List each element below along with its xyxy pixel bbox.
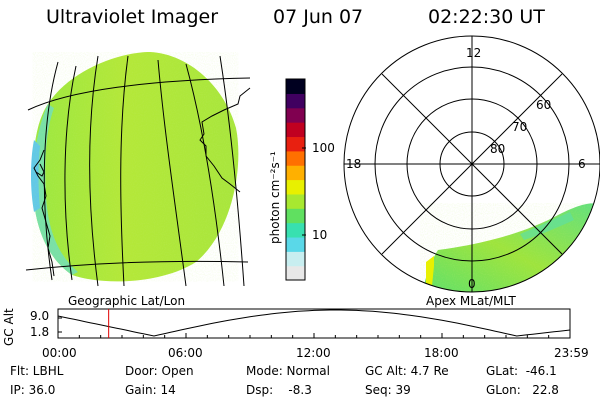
lat-60-label: 60 bbox=[536, 98, 552, 112]
lat-80-label: 80 bbox=[490, 142, 506, 156]
colorbar-cell bbox=[286, 179, 305, 195]
timeline-y-high: 9.0 bbox=[30, 309, 50, 323]
gc-alt-value: GC Alt: 4.7 Re bbox=[365, 364, 449, 378]
gain-value: Gain: 14 bbox=[125, 383, 176, 397]
auroral-oval bbox=[420, 203, 600, 292]
timeline-y-low: 1.8 bbox=[30, 325, 50, 339]
time-tick-1800: 18:00 bbox=[424, 346, 459, 360]
colorbar-cell bbox=[286, 236, 305, 252]
timeline-ylabel: GC Alt bbox=[2, 308, 16, 346]
time-tick-1200: 12:00 bbox=[296, 346, 331, 360]
filter-value: Flt: LBHL bbox=[10, 364, 64, 378]
instrument-title: Ultraviolet Imager bbox=[46, 6, 219, 28]
colorbar-cell bbox=[286, 251, 305, 267]
colorbar-cell bbox=[286, 150, 305, 166]
colorbar-cell bbox=[286, 193, 305, 209]
ip-value: IP: 36.0 bbox=[10, 383, 56, 397]
sequence-value: Seq: 39 bbox=[365, 383, 411, 397]
glon-value: GLon: 22.8 bbox=[486, 383, 559, 397]
colorbar-cell bbox=[286, 107, 305, 123]
colorbar-tick-10: 10 bbox=[312, 228, 328, 242]
colorbar bbox=[285, 78, 306, 281]
mlt-0-label: 0 bbox=[468, 277, 476, 291]
mlt-12-label: 12 bbox=[466, 46, 482, 60]
colorbar-cell bbox=[286, 208, 305, 224]
apex-caption: Apex MLat/MLT bbox=[426, 294, 516, 308]
colorbar-cell bbox=[286, 79, 305, 94]
geographic-caption: Geographic Lat/Lon bbox=[68, 294, 186, 308]
door-value: Door: Open bbox=[125, 364, 194, 378]
colorbar-tick-100: 100 bbox=[312, 141, 335, 155]
colorbar-cell bbox=[286, 136, 305, 152]
time-tick-0600: 06:00 bbox=[168, 346, 203, 360]
geographic-image bbox=[25, 52, 251, 287]
altitude-timeline bbox=[57, 308, 571, 339]
colorbar-cell bbox=[286, 165, 305, 181]
mode-value: Mode: Normal bbox=[246, 364, 330, 378]
colorbar-cell bbox=[286, 265, 305, 281]
mlt-6-label: 6 bbox=[578, 157, 586, 171]
colorbar-units: photon cm⁻²s⁻¹ bbox=[268, 151, 282, 244]
meridian-lines bbox=[25, 55, 251, 287]
mlt-18-label: 18 bbox=[346, 157, 362, 171]
time-tick-2359: 23:59 bbox=[554, 346, 589, 360]
disc-texture bbox=[32, 52, 239, 282]
colorbar-cell bbox=[286, 122, 305, 138]
coastline bbox=[33, 87, 251, 277]
observation-time: 02:22:30 UT bbox=[428, 6, 545, 28]
colorbar-cell bbox=[286, 222, 305, 238]
altitude-curve bbox=[57, 309, 571, 337]
polar-dial bbox=[343, 35, 600, 293]
colorbar-cell bbox=[286, 93, 305, 109]
observation-date: 07 Jun 07 bbox=[273, 6, 364, 28]
dsp-value: Dsp: -8.3 bbox=[246, 383, 312, 397]
lat-70-label: 70 bbox=[512, 120, 528, 134]
glat-value: GLat: -46.1 bbox=[486, 364, 557, 378]
time-tick-0000: 00:00 bbox=[42, 346, 77, 360]
